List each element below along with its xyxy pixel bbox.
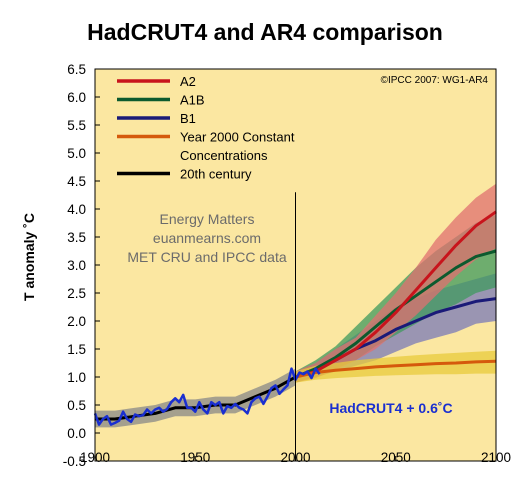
y-tick-label: 6.0: [67, 90, 86, 105]
y-tick-label: 6.5: [67, 62, 86, 77]
y-tick-label: 2.5: [67, 286, 86, 301]
y-tick-label: 5.5: [67, 118, 86, 133]
y-tick-label: 3.5: [67, 230, 86, 245]
chart-title: HadCRUT4 and AR4 comparison: [87, 19, 443, 45]
series-line-year-2000-constant-concentrations: [295, 359, 497, 379]
y-tick-label: 5.0: [67, 146, 86, 161]
y-tick-label: 3.0: [67, 258, 86, 273]
credit-text: ©IPCC 2007: WG1-AR4: [381, 75, 489, 86]
y-tick-label: 1.0: [67, 370, 86, 385]
x-axis: 1900 1950 2000 2050 2100: [80, 450, 511, 465]
legend-label: Concentrations: [180, 148, 268, 163]
y-tick-label: 4.5: [67, 174, 86, 189]
legend-label: Year 2000 Constant: [180, 130, 295, 145]
x-tick-label: 1950: [180, 450, 210, 465]
band-a2: [295, 183, 496, 383]
y-axis: -0.5 0.0 0.5 1.0 1.5 2.0 2.5 3.0 3.5 4.0 4.5 5.0 5.5…: [63, 62, 100, 469]
series-line-a1b: [294, 249, 497, 379]
series-lines: [93, 210, 497, 426]
x-tick-label: 2000: [280, 450, 310, 465]
y-tick-label: 0.5: [67, 398, 86, 413]
y-tick-label: -0.5: [63, 454, 86, 469]
legend-label: B1: [180, 111, 196, 126]
y-tick-label: 1.5: [67, 342, 86, 357]
y-tick-label: 0.0: [67, 426, 86, 441]
hadcrut-annotation: HadCRUT4 + 0.6˚C: [329, 400, 452, 416]
watermark-line: MET CRU and IPCC data: [127, 249, 286, 265]
watermark-line: Energy Matters: [160, 211, 255, 227]
series-line-a2: [295, 210, 497, 379]
legend-label: A2: [180, 74, 196, 89]
series-line-20th-century: [95, 375, 297, 421]
x-tick-label: 2050: [381, 450, 411, 465]
watermark-line: euanmearns.com: [153, 230, 261, 246]
legend-label: 20th century: [180, 167, 252, 182]
series-line-hadcrut4-0-6-c: [93, 367, 321, 426]
watermark: Energy Matters euanmearns.com MET CRU an…: [127, 211, 286, 265]
y-axis-label: T anomaly ˚C: [21, 213, 37, 301]
y-tick-label: 4.0: [67, 202, 86, 217]
y-tick-label: 2.0: [67, 314, 86, 329]
legend: A2 A1B B1 Year 2000 Constant Concentrations 2…: [117, 74, 295, 182]
legend-label: A1B: [180, 93, 205, 108]
x-tick-label: 2100: [481, 450, 511, 465]
x-tick-label: 1900: [80, 450, 110, 465]
